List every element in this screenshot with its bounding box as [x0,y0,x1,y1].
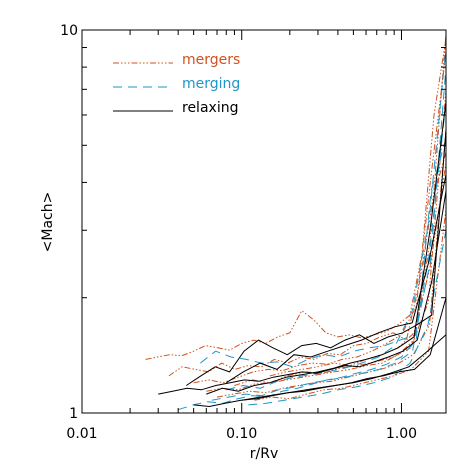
series-line-merging [248,230,447,406]
legend-label-mergers: mergers [182,52,240,68]
y-tick-label: 1 [69,406,78,422]
series-layer [145,33,447,411]
series-line-merging [178,138,447,411]
series-line-relaxing [158,190,447,395]
series-line-relaxing [206,101,447,395]
series-line-mergers [168,151,447,377]
plot-frame [81,29,447,414]
series-line-mergers [206,33,447,392]
y-tick-label: 10 [60,23,78,39]
series-line-relaxing [226,174,447,384]
series-line-mergers [234,89,447,386]
legend-label-relaxing: relaxing [182,100,238,116]
legend: mergers merging relaxing [113,52,240,116]
series-line-mergers [269,162,447,377]
series-line-relaxing [193,297,447,408]
series-line-merging [211,101,447,401]
series-line-relaxing [186,129,447,386]
series-line-mergers [193,51,447,384]
x-axis-label: r/Rv [250,446,279,462]
y-axis-label: <Mach> [40,192,56,253]
ticks-layer: 0.01 0.10 1.00 1 10 [60,23,446,442]
x-tick-label: 0.10 [226,426,257,442]
x-tick-label: 0.01 [66,426,97,442]
series-line-relaxing [241,334,447,401]
series-line-merging [226,47,447,391]
legend-label-merging: merging [182,76,240,92]
series-line-merging [199,67,447,368]
x-tick-label: 1.00 [386,426,417,442]
series-line-mergers [216,129,447,398]
series-line-mergers [254,209,447,401]
